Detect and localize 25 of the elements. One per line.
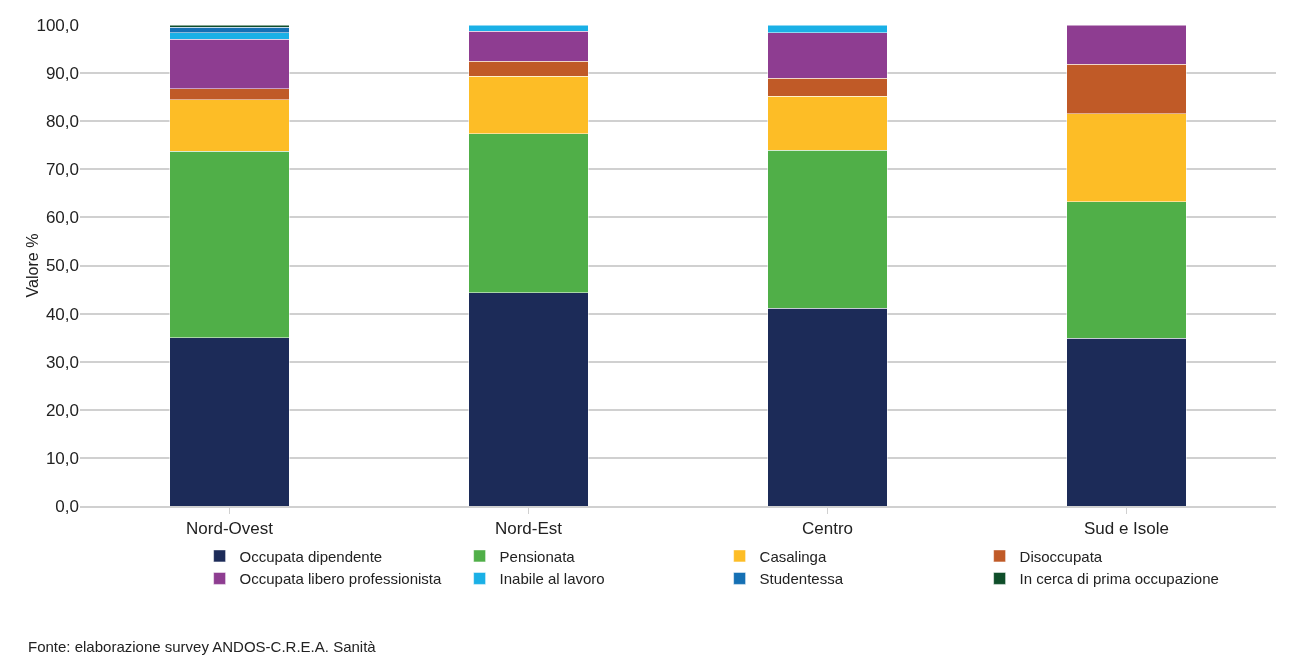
legend-label: Inabile al lavoro	[499, 570, 605, 588]
legend-label: Studentessa	[759, 570, 844, 588]
x-tick-label: Nord-Est	[494, 519, 563, 539]
y-tick-label: 60,0	[45, 208, 79, 228]
y-tick-label: 10,0	[45, 448, 79, 468]
legend-label: Casalinga	[759, 547, 827, 565]
x-tick-label: Nord-Ovest	[186, 519, 274, 539]
source-note: Fonte: elaborazione survey ANDOS-C.R.E.A. Sanità	[28, 638, 377, 655]
legend-label: Disoccupata	[1019, 547, 1103, 565]
legend-label: Occupata libero professionista	[239, 570, 443, 588]
x-tick-label: Centro	[801, 519, 854, 539]
x-tick-label: Sud e Isole	[1083, 519, 1170, 539]
y-tick-label: 90,0	[45, 64, 79, 84]
legend-label: Occupata dipendente	[239, 547, 383, 565]
legend-label: Pensionata	[499, 547, 576, 565]
y-tick-label: 100,0	[36, 15, 79, 35]
y-tick-label: 30,0	[45, 352, 79, 372]
y-axis-title: Valore %	[24, 233, 41, 298]
y-tick-label: 40,0	[45, 304, 79, 324]
y-tick-label: 0,0	[55, 496, 79, 516]
y-tick-label: 80,0	[45, 112, 79, 132]
y-tick-label: 20,0	[45, 400, 79, 420]
y-tick-label: 50,0	[45, 256, 79, 276]
y-tick-label: 70,0	[45, 160, 79, 180]
legend-label: In cerca di prima occupazione	[1019, 570, 1219, 588]
